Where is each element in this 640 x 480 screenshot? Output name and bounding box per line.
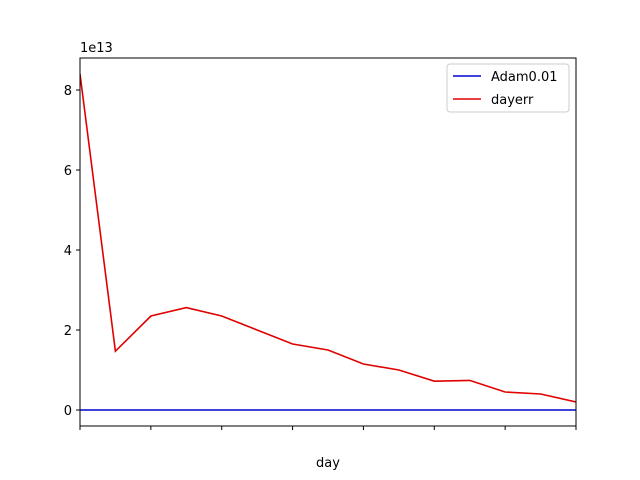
y-tick-label: 0 <box>64 404 72 419</box>
x-axis-label: day <box>316 456 340 471</box>
y-tick-label: 4 <box>64 244 72 259</box>
y-offset-label: 1e13 <box>80 41 113 56</box>
y-axis: 0 2 4 6 8 <box>64 84 80 419</box>
y-tick-label: 6 <box>64 164 72 179</box>
plot-frame <box>79 57 577 427</box>
legend: Adam0.01 dayerr <box>446 63 570 113</box>
x-axis <box>79 426 577 430</box>
legend-label: dayerr <box>491 93 534 108</box>
series-line-dayerr <box>80 73 576 403</box>
y-tick-label: 8 <box>64 84 72 99</box>
y-tick-label: 2 <box>64 324 72 339</box>
legend-label: Adam0.01 <box>491 70 558 85</box>
series-layer <box>80 73 576 411</box>
